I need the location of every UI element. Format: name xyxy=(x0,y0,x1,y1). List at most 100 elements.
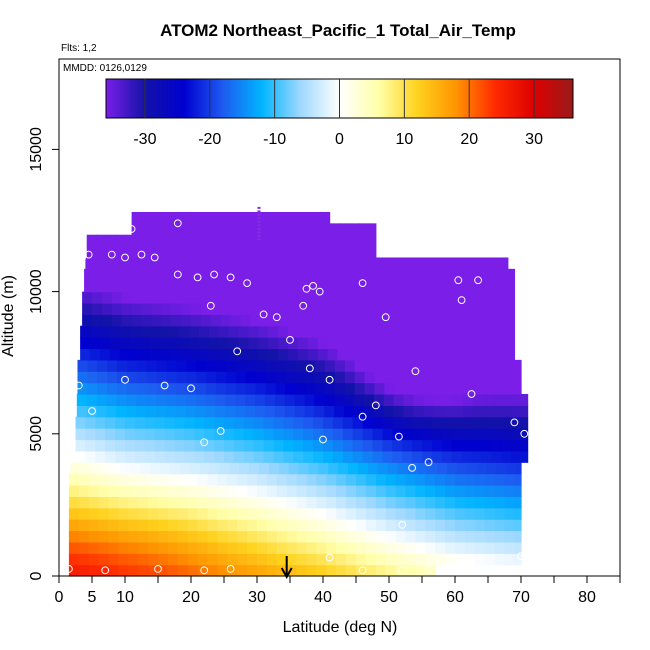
heat-cell xyxy=(238,337,250,350)
heat-cell xyxy=(422,428,433,441)
heat-cell xyxy=(329,223,341,236)
heat-cell xyxy=(247,473,258,486)
heat-cell xyxy=(105,450,116,463)
heat-cell xyxy=(332,439,344,452)
heat-cell xyxy=(306,553,317,566)
heat-cell xyxy=(492,405,504,418)
heat-cell xyxy=(156,359,168,372)
heat-cell xyxy=(372,257,383,270)
heat-cell xyxy=(404,382,415,395)
heat-cell xyxy=(154,257,166,270)
heat-cell xyxy=(286,541,298,554)
heat-cell xyxy=(164,439,176,452)
heat-cell xyxy=(247,530,258,543)
heat-cell xyxy=(219,462,230,475)
heat-cell xyxy=(99,348,111,361)
heat-cell xyxy=(290,302,301,315)
heat-cell xyxy=(387,337,398,350)
heat-cell xyxy=(158,496,169,509)
heat-cell xyxy=(438,291,449,304)
heat-cell xyxy=(106,246,118,259)
heat-cell xyxy=(503,371,514,384)
heat-cell xyxy=(156,393,167,406)
flight-point xyxy=(510,418,519,427)
heat-cell xyxy=(235,405,246,418)
heat-cell xyxy=(248,337,259,350)
heat-cell xyxy=(390,280,402,293)
y-axis: 0 5000 10000 15000 xyxy=(28,127,59,580)
heat-cell xyxy=(407,462,418,475)
heat-cell xyxy=(257,519,268,532)
flight-point xyxy=(517,552,525,560)
heat-cell xyxy=(416,325,428,338)
heat-cell xyxy=(349,223,360,236)
heat-cell xyxy=(270,302,281,315)
heat-cell xyxy=(447,462,458,475)
heat-cell xyxy=(217,473,228,486)
heat-cell xyxy=(216,382,227,395)
heat-cell xyxy=(247,496,258,509)
heat-cell xyxy=(187,496,199,509)
heat-cell xyxy=(435,484,446,497)
heat-cell xyxy=(243,439,255,452)
heat-cell xyxy=(207,507,218,520)
heat-cell xyxy=(425,496,436,509)
heat-cell xyxy=(352,257,364,270)
heat-cell xyxy=(257,541,268,554)
heat-cell xyxy=(404,371,415,384)
heat-cell xyxy=(266,564,278,577)
heat-cell xyxy=(171,314,182,327)
heat-cell xyxy=(329,302,341,315)
heat-cell xyxy=(181,314,192,327)
heat-cell xyxy=(481,439,492,452)
heat-cell xyxy=(293,450,304,463)
heat-cell xyxy=(126,382,138,395)
heat-cell xyxy=(208,337,220,350)
heat-cell xyxy=(416,337,428,350)
heat-cell xyxy=(117,382,128,395)
colorbar: -30 -20 -10 0 10 20 30 xyxy=(105,78,574,148)
heat-cell xyxy=(68,473,80,486)
flight-point xyxy=(101,566,110,575)
heat-cell xyxy=(471,428,482,441)
heat-cell xyxy=(164,450,176,463)
heat-cell xyxy=(101,302,113,315)
heat-cell xyxy=(225,393,236,406)
heat-cell xyxy=(511,450,522,463)
heat-cell xyxy=(78,484,90,497)
heat-cell xyxy=(149,348,160,361)
heat-cell xyxy=(90,462,102,475)
heat-cell xyxy=(107,371,118,384)
heat-cell xyxy=(364,359,376,372)
heat-cell xyxy=(504,553,515,566)
heat-cell xyxy=(456,462,468,475)
heat-cell xyxy=(361,268,372,281)
flight-point xyxy=(65,565,73,573)
heat-cell xyxy=(225,234,236,247)
heat-cell xyxy=(214,416,225,429)
heat-cell xyxy=(146,371,158,384)
heat-cell xyxy=(128,541,139,554)
heat-cell xyxy=(357,337,368,350)
heat-cell xyxy=(118,541,129,554)
heat-cell xyxy=(257,530,268,543)
heat-cell xyxy=(324,246,335,259)
heat-cell xyxy=(95,257,106,270)
heat-cell xyxy=(156,371,168,384)
heat-cell xyxy=(264,234,276,247)
heat-cell xyxy=(98,530,110,543)
heat-cell xyxy=(141,223,152,236)
heat-cell xyxy=(227,507,238,520)
heat-cell xyxy=(414,382,425,395)
heat-cell xyxy=(138,507,149,520)
heat-cell xyxy=(167,484,179,497)
heat-cell xyxy=(313,416,324,429)
heat-cell xyxy=(354,405,365,418)
heat-cell xyxy=(456,337,467,350)
heat-cell xyxy=(283,416,294,429)
temperature-field xyxy=(68,211,529,577)
heat-cell xyxy=(441,257,453,270)
chart-title: ATOM2 Northeast_Pacific_1 Total_Air_Temp xyxy=(160,21,516,40)
flight-point xyxy=(315,287,324,296)
